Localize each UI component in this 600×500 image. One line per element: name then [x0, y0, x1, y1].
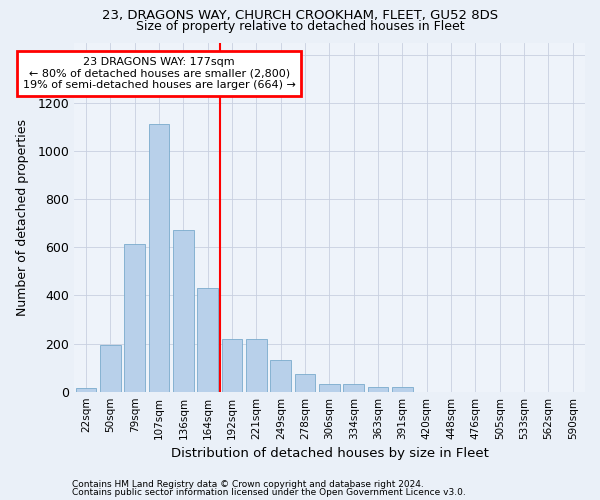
Y-axis label: Number of detached properties: Number of detached properties [16, 118, 29, 316]
Text: 23, DRAGONS WAY, CHURCH CROOKHAM, FLEET, GU52 8DS: 23, DRAGONS WAY, CHURCH CROOKHAM, FLEET,… [102, 9, 498, 22]
Text: Contains HM Land Registry data © Crown copyright and database right 2024.: Contains HM Land Registry data © Crown c… [72, 480, 424, 489]
Bar [197, 288, 218, 392]
Text: 23 DRAGONS WAY: 177sqm
← 80% of detached houses are smaller (2,800)
19% of semi-: 23 DRAGONS WAY: 177sqm ← 80% of detached… [23, 57, 296, 90]
Bar [76, 388, 97, 392]
Bar [149, 124, 169, 392]
Bar [271, 360, 291, 392]
Bar [100, 344, 121, 392]
Bar [295, 374, 316, 392]
X-axis label: Distribution of detached houses by size in Fleet: Distribution of detached houses by size … [170, 447, 488, 460]
Bar [319, 384, 340, 392]
Bar [173, 230, 194, 392]
Bar [368, 387, 388, 392]
Bar [246, 338, 267, 392]
Bar [343, 384, 364, 392]
Bar [222, 338, 242, 392]
Bar [124, 244, 145, 392]
Text: Contains public sector information licensed under the Open Government Licence v3: Contains public sector information licen… [72, 488, 466, 497]
Text: Size of property relative to detached houses in Fleet: Size of property relative to detached ho… [136, 20, 464, 33]
Bar [392, 387, 413, 392]
